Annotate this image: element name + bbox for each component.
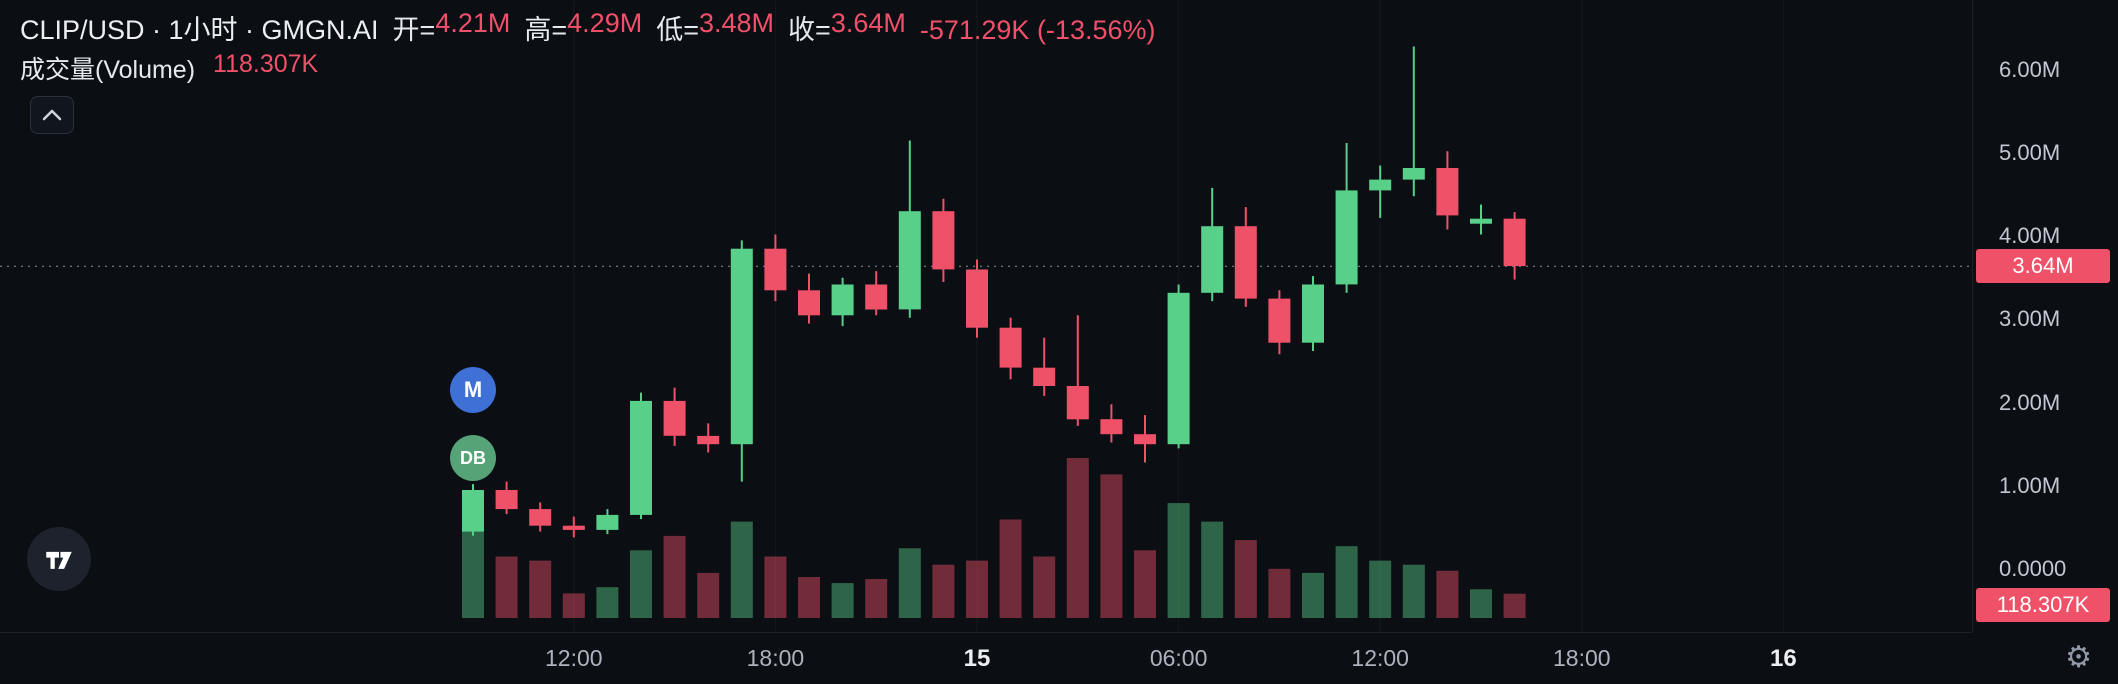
ohlc-close: 收= 3.64M — [788, 8, 906, 45]
current-price-badge: 3.64M — [1976, 249, 2110, 284]
price-axis-label: 0.0000 — [1999, 556, 2067, 581]
chevron-up-icon — [42, 109, 62, 121]
symbol-title: CLIP/USD · 1小时 · GMGN.AI — [20, 15, 379, 45]
dev-burn-marker-badge[interactable]: DB — [450, 435, 496, 481]
current-volume-badge: 118.307K — [1976, 588, 2110, 622]
volume-legend: 成交量(Volume) 118.307K — [20, 50, 318, 86]
price-change: -571.29K (-13.56%) — [919, 15, 1156, 45]
price-axis-label: 2.00M — [1999, 389, 2061, 415]
ohlc-low: 低= 3.48M — [656, 8, 775, 45]
price-axis-label: 6.00M — [1999, 56, 2061, 82]
chart-settings-gear-icon[interactable]: ⚙ — [2065, 641, 2092, 674]
time-axis-label-date: 16 — [1770, 645, 1797, 672]
volume-value: 118.307K — [213, 50, 319, 78]
time-axis-label: 12:00 — [1351, 645, 1409, 671]
volume-label: 成交量(Volume) — [20, 56, 196, 84]
migration-marker-label: M — [463, 377, 483, 402]
time-axis-label: 18:00 — [1553, 645, 1611, 671]
price-axis-label: 5.00M — [1999, 140, 2061, 165]
ohlc-open: 开= 4.21M — [392, 8, 511, 45]
price-axis-label: 1.00M — [1999, 472, 2061, 498]
price-axis[interactable]: 6.00M 5.00M 4.00M 3.00M 2.00M 1.00M 0.00… — [1972, 0, 2118, 632]
candlestick-chart[interactable] — [0, 0, 1972, 632]
chart-legend: CLIP/USD · 1小时 · GMGN.AI 开= 4.21M 高= 4.29M… — [20, 8, 1156, 47]
time-axis[interactable]: 12:00 18:00 15 06:00 12:00 18:00 16 — [0, 632, 1972, 684]
ohlc-high: 高= 4.29M — [524, 8, 643, 45]
axis-corner: ⚙ — [1972, 632, 2118, 684]
tradingview-icon — [46, 551, 72, 569]
chart-plot-area[interactable] — [0, 0, 1972, 632]
time-axis-label: 12:00 — [545, 645, 603, 671]
tradingview-logo[interactable] — [27, 527, 91, 591]
time-axis-label: 18:00 — [746, 645, 805, 671]
collapse-pane-button[interactable] — [30, 96, 74, 134]
time-axis-label: 06:00 — [1149, 645, 1208, 671]
migration-marker-badge[interactable]: M — [450, 367, 496, 413]
time-axis-label-date: 15 — [963, 645, 991, 672]
price-axis-label: 4.00M — [1999, 223, 2061, 249]
dev-burn-marker-label: DB — [460, 447, 486, 468]
price-axis-label: 3.00M — [1999, 306, 2061, 332]
